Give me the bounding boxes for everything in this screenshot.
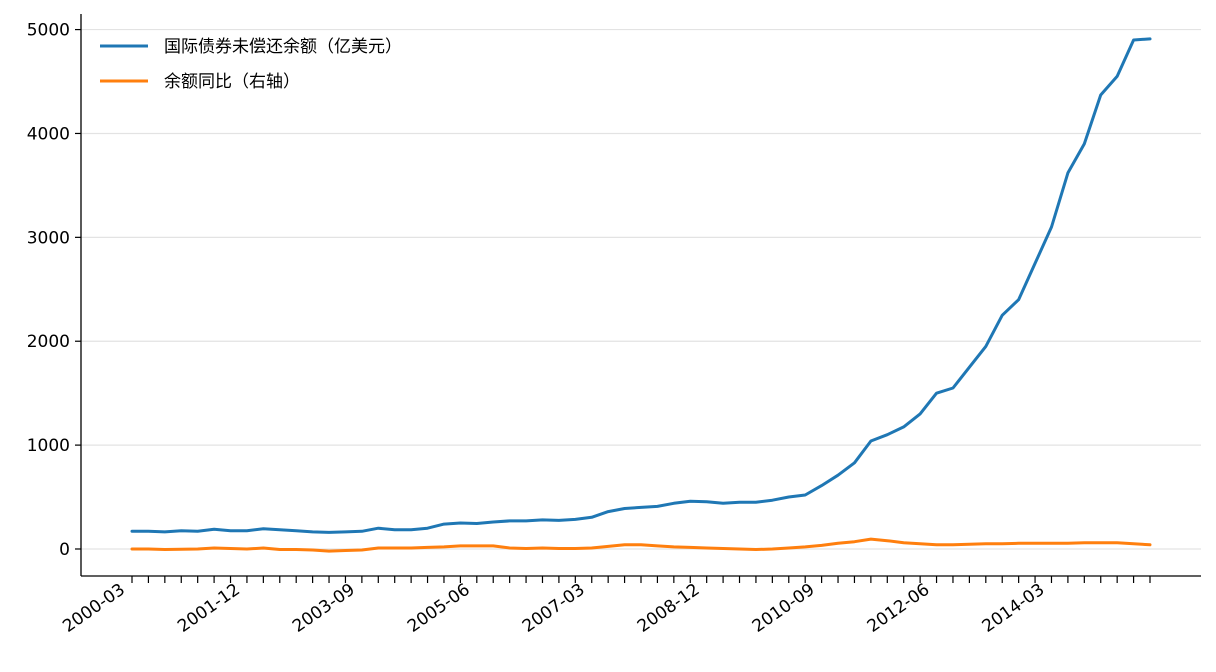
legend-label: 余额同比（右轴） bbox=[164, 72, 300, 92]
y-tick-labels: 0 1000 2000 3000 4000 5000 bbox=[27, 21, 70, 560]
grid-lines bbox=[81, 28, 1201, 550]
series-layer bbox=[130, 37, 1152, 553]
x-ticks bbox=[131, 576, 1151, 583]
series-line-1 bbox=[130, 37, 1152, 534]
x-tick-label: 2012-06 bbox=[864, 580, 934, 637]
x-tick-labels: 2000-03 2001-12 2003-09 2005-06 2007-03 2008-… bbox=[59, 580, 1048, 637]
x-tick-label: 2003-09 bbox=[289, 580, 359, 637]
y-tick-label: 2000 bbox=[27, 332, 70, 352]
y-tick-label: 1000 bbox=[27, 436, 70, 456]
y-tick-label: 5000 bbox=[27, 21, 70, 41]
y-tick-label: 3000 bbox=[27, 228, 70, 248]
axes bbox=[75, 14, 1201, 577]
x-tick-label: 2000-03 bbox=[59, 580, 129, 637]
x-tick-label: 2010-09 bbox=[749, 580, 819, 637]
x-tick-label: 2001-12 bbox=[174, 580, 244, 637]
y-tick-label: 0 bbox=[59, 540, 70, 560]
y-tick-label: 4000 bbox=[27, 124, 70, 144]
legend-label: 国际债券未偿还余额（亿美元） bbox=[164, 37, 402, 57]
legend-item-1: 国际债券未偿还余额（亿美元） bbox=[100, 37, 402, 57]
x-tick-label: 2005-06 bbox=[404, 580, 474, 637]
series-line-2 bbox=[130, 537, 1152, 553]
legend-item-2: 余额同比（右轴） bbox=[100, 72, 300, 92]
legend: 国际债券未偿还余额（亿美元） 余额同比（右轴） bbox=[100, 37, 402, 92]
x-tick-label: 2007-03 bbox=[519, 580, 589, 637]
x-tick-label: 2008-12 bbox=[634, 580, 704, 637]
x-tick-label: 2014-03 bbox=[979, 580, 1049, 637]
